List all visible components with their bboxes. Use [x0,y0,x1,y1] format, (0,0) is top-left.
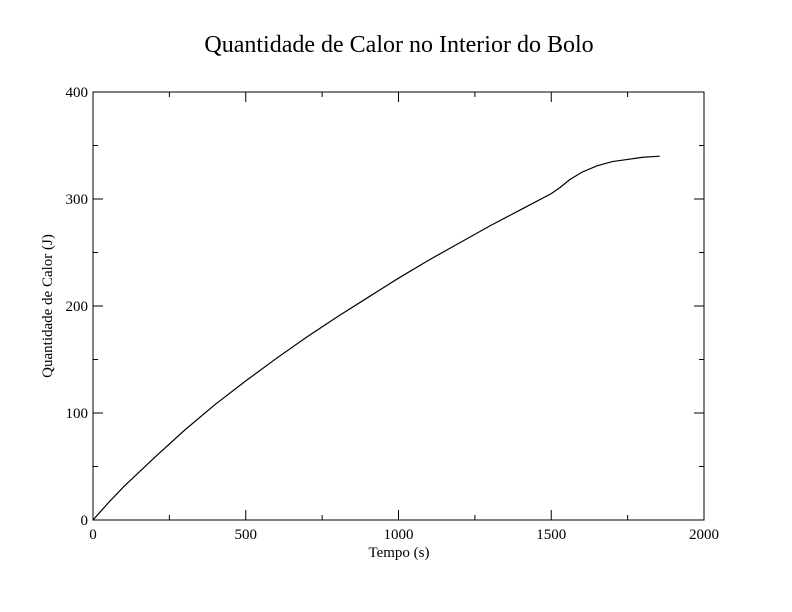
y-tick-label: 0 [81,513,89,529]
x-tick-label: 2000 [689,527,719,543]
axis-ticks [92,91,705,521]
y-tick-label: 400 [66,85,89,101]
series-line [92,155,660,521]
y-tick-label: 300 [66,192,89,208]
axis-tick-labels: 0 500 1000 1500 2000 0 100 200 300 400 [66,85,720,543]
chart-title: Quantidade de Calor no Interior do Bolo [204,32,593,58]
x-axis-label: Tempo (s) [368,545,429,561]
y-tick-label: 200 [66,299,89,315]
x-tick-label: 1500 [536,527,566,543]
plot-frame [92,91,705,521]
x-tick-label: 500 [235,527,258,543]
series-layer [92,155,660,521]
x-tick-label: 1000 [384,527,414,543]
y-axis-label: Quantidade de Calor (J) [40,234,56,378]
x-tick-label: 0 [89,527,97,543]
y-tick-label: 100 [66,406,89,422]
